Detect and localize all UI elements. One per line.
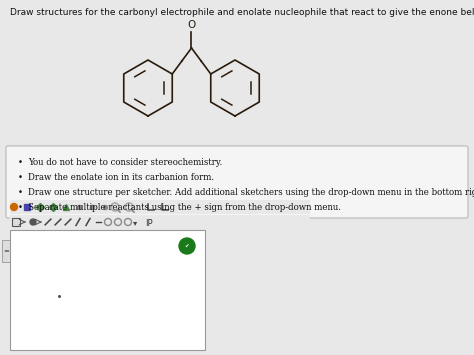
Text: •: • [18, 173, 23, 182]
Circle shape [30, 219, 36, 225]
Text: •: • [18, 188, 23, 197]
Text: O: O [187, 20, 196, 30]
Text: Draw one structure per sketcher. Add additional sketchers using the drop-down me: Draw one structure per sketcher. Add add… [28, 188, 474, 197]
FancyBboxPatch shape [10, 230, 205, 350]
Text: ✔: ✔ [185, 244, 189, 248]
FancyBboxPatch shape [12, 218, 20, 226]
Text: •: • [18, 203, 23, 212]
FancyBboxPatch shape [10, 200, 310, 214]
FancyBboxPatch shape [10, 215, 310, 229]
Text: You do not have to consider stereochemistry.: You do not have to consider stereochemis… [28, 158, 222, 167]
Text: Draw the enolate ion in its carbanion form.: Draw the enolate ion in its carbanion fo… [28, 173, 214, 182]
FancyBboxPatch shape [6, 146, 468, 218]
Text: =: = [3, 248, 9, 254]
Circle shape [10, 203, 18, 211]
FancyBboxPatch shape [2, 240, 10, 262]
Text: Separate multiple reactants using the + sign from the drop-down menu.: Separate multiple reactants using the + … [28, 203, 341, 212]
Text: Draw structures for the carbonyl electrophile and enolate nucleophile that react: Draw structures for the carbonyl electro… [10, 8, 474, 17]
Text: ▾: ▾ [133, 218, 137, 228]
Text: •: • [18, 158, 23, 167]
Text: IP: IP [145, 218, 153, 228]
Circle shape [179, 238, 195, 254]
